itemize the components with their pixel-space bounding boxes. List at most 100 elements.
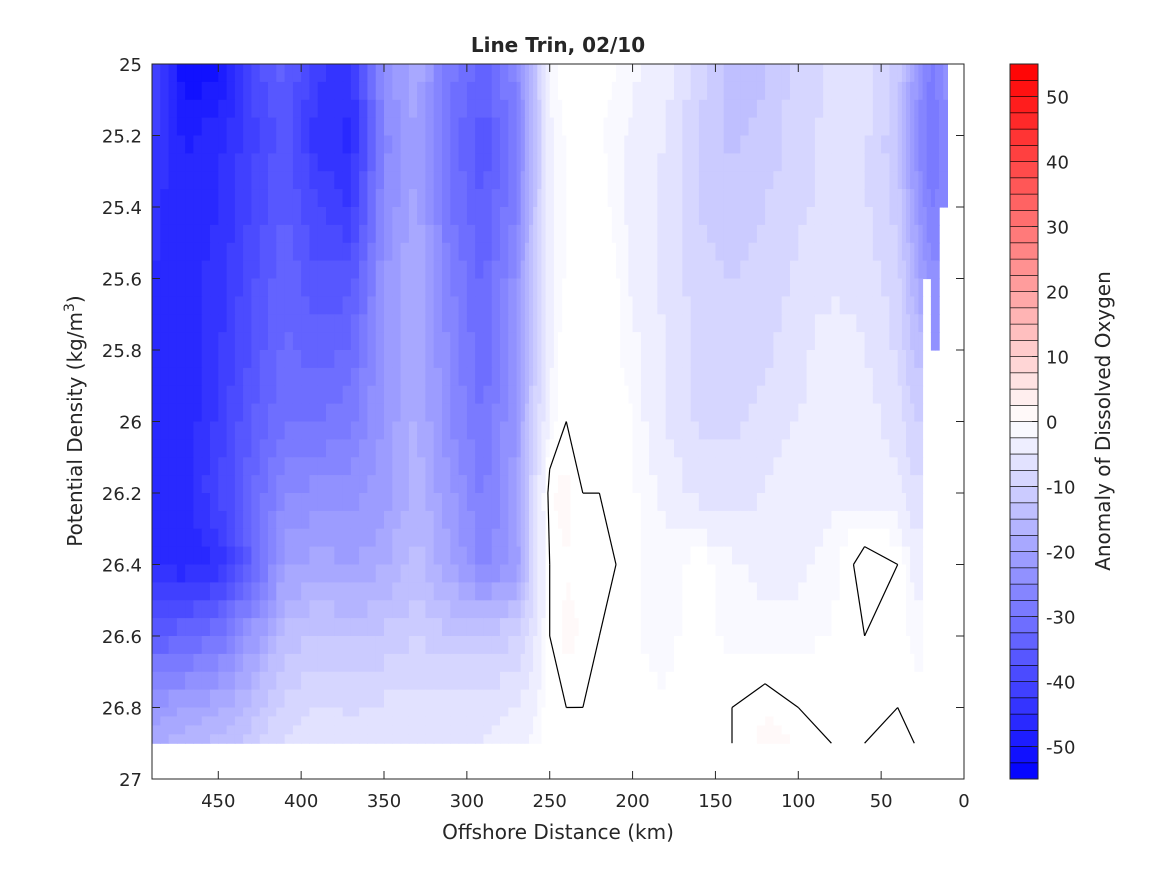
contour-cell [553, 707, 559, 717]
contour-cell [309, 367, 319, 387]
contour-cell [210, 64, 219, 83]
contour-cell [508, 117, 518, 137]
contour-cell [574, 224, 580, 244]
contour-cell [193, 716, 203, 726]
contour-cell [529, 403, 534, 423]
contour-cell [591, 242, 596, 262]
contour-cell [649, 707, 658, 717]
contour-cell [914, 81, 919, 101]
contour-cell [781, 734, 791, 744]
contour-cell [384, 403, 393, 423]
contour-cell [566, 475, 571, 494]
contour-cell [334, 421, 344, 440]
contour-cell [603, 582, 609, 601]
contour-cell [193, 725, 203, 735]
contour-cell [914, 475, 919, 494]
contour-cell [698, 350, 708, 369]
contour-cell [616, 153, 621, 172]
contour-cell [649, 385, 658, 405]
contour-cell [723, 81, 733, 101]
contour-cell [425, 671, 435, 691]
contour-cell [176, 716, 186, 726]
contour-cell [466, 135, 476, 154]
contour-cell [665, 493, 675, 512]
contour-cell [210, 189, 219, 208]
contour-cell [682, 314, 692, 333]
contour-cell [558, 403, 563, 423]
contour-cell [732, 367, 741, 387]
contour-cell [574, 716, 580, 726]
contour-cell [491, 242, 501, 262]
contour-cell [176, 707, 186, 717]
contour-cell [425, 734, 435, 744]
contour-cell [856, 493, 866, 512]
contour-cell [400, 564, 410, 583]
contour-cell [790, 260, 799, 280]
contour-cell [185, 618, 194, 637]
contour-cell [566, 707, 571, 717]
contour-cell [425, 332, 435, 351]
contour-cell [864, 636, 874, 655]
contour-cell [872, 403, 882, 423]
contour-cell [806, 582, 816, 601]
contour-cell [537, 99, 542, 119]
contour-cell [259, 600, 269, 619]
contour-cell [500, 117, 509, 137]
contour-cell [640, 171, 650, 190]
contour-cell [872, 153, 882, 172]
contour-cell [715, 707, 725, 717]
contour-cell [715, 689, 725, 709]
contour-cell [243, 671, 252, 691]
contour-cell [587, 207, 592, 226]
contour-cell [450, 457, 460, 476]
contour-cell [798, 171, 808, 190]
contour-cell [918, 367, 924, 387]
contour-cell [168, 653, 178, 673]
contour-cell [570, 350, 576, 369]
contour-cell [856, 457, 866, 476]
contour-cell [914, 734, 919, 744]
contour-cell [545, 99, 551, 119]
contour-cell [607, 457, 613, 476]
contour-cell [748, 671, 758, 691]
contour-cell [276, 600, 286, 619]
contour-cell [562, 135, 567, 154]
contour-cell [259, 260, 269, 280]
contour-cell [624, 439, 629, 458]
contour-cell [553, 671, 559, 691]
contour-cell [176, 403, 186, 423]
contour-cell [458, 600, 468, 619]
contour-cell [607, 64, 613, 83]
contour-cell [210, 707, 219, 717]
contour-cell [243, 385, 252, 405]
contour-cell [864, 64, 874, 83]
contour-cell [201, 689, 211, 709]
colorbar-segment [1009, 177, 1039, 195]
contour-cell [698, 618, 708, 637]
contour-cell [176, 421, 186, 440]
contour-cell [450, 64, 460, 83]
contour-cell [251, 332, 261, 351]
contour-cell [537, 224, 542, 244]
contour-cell [533, 564, 538, 583]
contour-cell [234, 135, 244, 154]
contour-cell [210, 421, 219, 440]
contour-cell [400, 510, 410, 530]
contour-cell [756, 734, 766, 744]
contour-cell [690, 493, 700, 512]
contour-cell [234, 332, 244, 351]
contour-cell [690, 475, 700, 494]
contour-cell [408, 671, 418, 691]
contour-cell [798, 716, 808, 726]
contour-cell [632, 421, 642, 440]
contour-cell [591, 171, 596, 190]
contour-cell [864, 367, 874, 387]
contour-cell [210, 618, 219, 637]
contour-cell [201, 546, 211, 566]
contour-cell [649, 64, 658, 83]
contour-cell [910, 582, 915, 601]
contour-cell [566, 153, 571, 172]
contour-cell [587, 278, 592, 297]
contour-cell [375, 135, 385, 154]
contour-cell [520, 510, 526, 530]
